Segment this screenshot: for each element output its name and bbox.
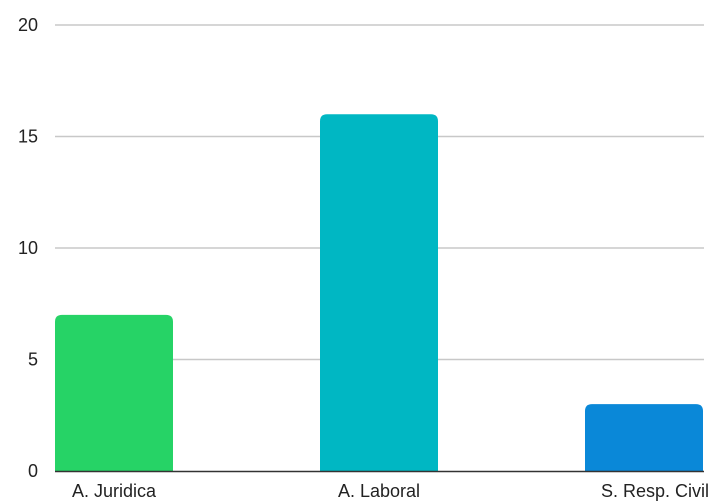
x-category-label: A. Juridica (72, 481, 157, 501)
y-tick-label: 15 (18, 127, 38, 147)
x-axis-category-labels: A. Juridica A. Laboral S. Resp. Civil (72, 481, 709, 501)
bars (55, 114, 703, 471)
bar-a-laboral (320, 114, 438, 471)
y-tick-label: 10 (18, 238, 38, 258)
y-tick-label: 5 (28, 350, 38, 370)
x-category-label: A. Laboral (338, 481, 420, 501)
x-category-label: S. Resp. Civil (601, 481, 709, 501)
y-axis-ticks: 0 5 10 15 20 (18, 15, 38, 481)
bar-a-juridica (55, 314, 173, 471)
bar-s-resp-civil (585, 404, 703, 471)
y-tick-label: 20 (18, 15, 38, 35)
y-tick-label: 0 (28, 461, 38, 481)
